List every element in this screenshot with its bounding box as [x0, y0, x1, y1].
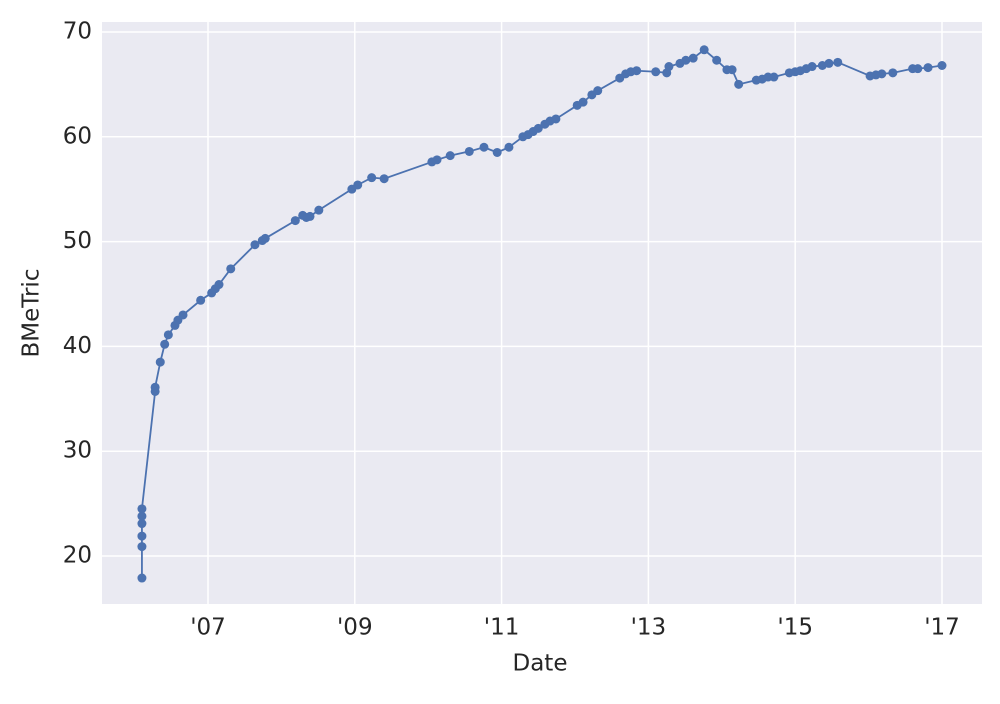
data-point [712, 55, 722, 65]
data-point [651, 67, 661, 77]
data-point [824, 58, 834, 68]
data-point [632, 66, 642, 76]
data-point [445, 151, 455, 161]
x-tick-label: '15 [777, 615, 813, 641]
data-point [196, 295, 206, 305]
x-tick-label: '09 [337, 615, 373, 641]
y-tick-label: 50 [63, 228, 92, 254]
data-point [769, 72, 779, 82]
x-tick-label: '17 [924, 615, 960, 641]
data-point [492, 147, 502, 157]
y-tick-label: 20 [63, 542, 92, 568]
data-point [250, 240, 260, 250]
data-point [260, 233, 270, 243]
data-point [160, 339, 170, 349]
data-point [137, 542, 147, 552]
data-point [305, 211, 315, 221]
data-point [913, 64, 923, 74]
data-point [888, 68, 898, 78]
data-point [937, 60, 947, 70]
data-point [688, 53, 698, 63]
data-point [178, 310, 188, 320]
data-point [379, 174, 389, 184]
data-point [464, 146, 474, 156]
data-point [923, 63, 933, 73]
data-point [314, 205, 324, 215]
data-point [479, 142, 489, 152]
data-point [833, 57, 843, 67]
data-point [137, 519, 147, 529]
data-point [734, 79, 744, 89]
y-tick-label: 60 [63, 123, 92, 149]
data-point [214, 280, 224, 290]
data-point [699, 45, 709, 55]
data-point [504, 142, 514, 152]
data-point [551, 114, 561, 124]
data-point [432, 155, 442, 165]
data-point [155, 357, 165, 367]
data-point [290, 216, 300, 226]
data-point [137, 504, 147, 514]
data-point [578, 97, 588, 107]
data-point [150, 382, 160, 392]
data-point [137, 573, 147, 583]
x-tick-label: '11 [484, 615, 520, 641]
data-point [807, 62, 817, 72]
data-point [593, 86, 603, 96]
x-tick-label: '13 [631, 615, 667, 641]
data-point [681, 55, 691, 65]
y-tick-label: 70 [63, 18, 92, 44]
data-point [877, 69, 887, 79]
plot-area [102, 22, 982, 604]
data-point [137, 531, 147, 541]
x-axis-label: Date [513, 651, 568, 677]
y-axis-label: BMeTric [19, 269, 45, 358]
data-point [664, 62, 674, 72]
data-point [137, 511, 147, 521]
data-point [226, 264, 236, 274]
data-point [533, 123, 543, 133]
y-tick-label: 40 [63, 333, 92, 359]
data-point [727, 65, 737, 75]
data-point [367, 173, 377, 183]
y-tick-label: 30 [63, 438, 92, 464]
data-point [353, 180, 363, 190]
data-point [163, 330, 173, 340]
x-tick-label: '07 [190, 615, 226, 641]
